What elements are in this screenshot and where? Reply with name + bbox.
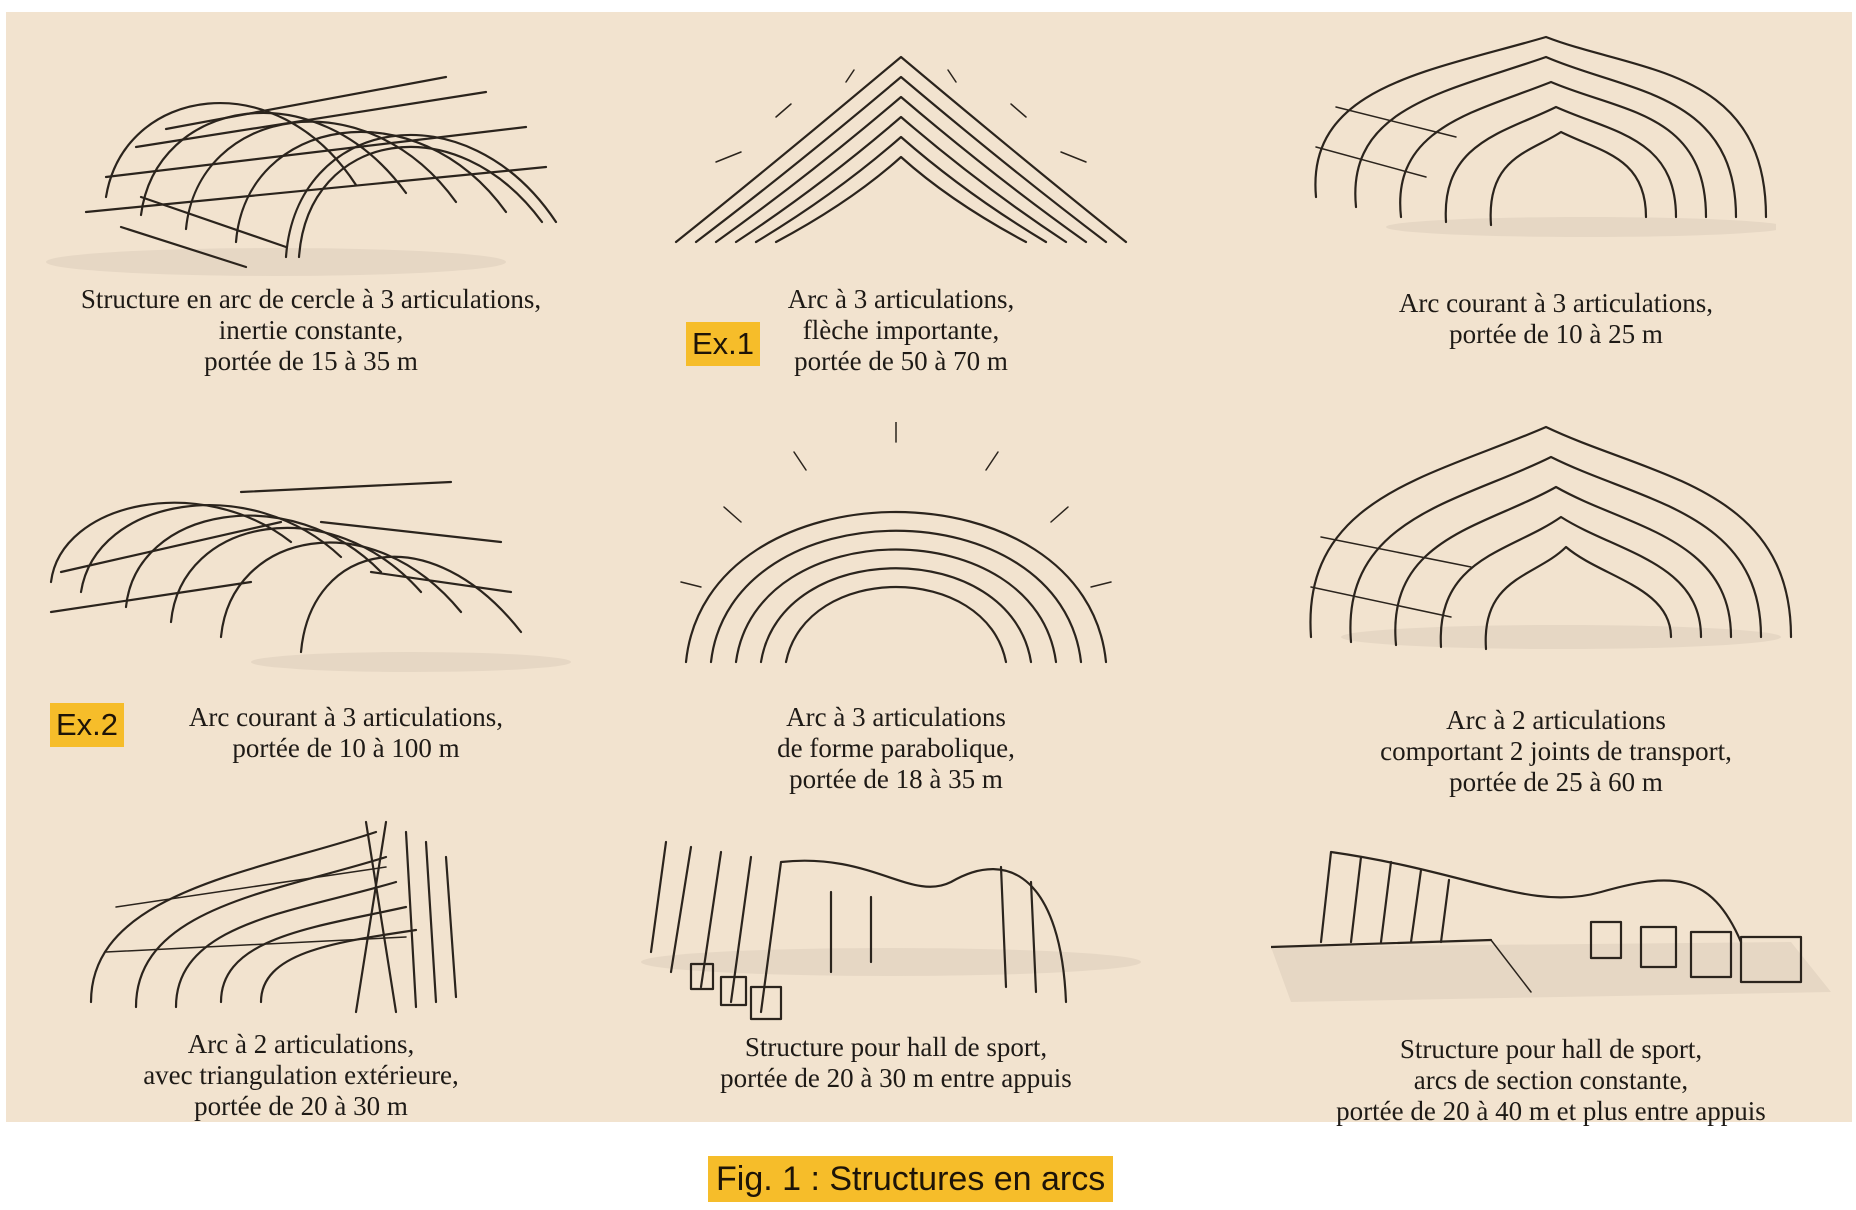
caption-9: Structure pour hall de sport, arcs de se…: [1301, 1034, 1801, 1127]
caption-5: Arc à 3 articulations de forme paraboliq…: [656, 702, 1136, 795]
caption-line: flèche importante,: [802, 315, 1000, 345]
caption-line: portée de 25 à 60 m: [1449, 767, 1663, 797]
caption-line: portée de 10 à 25 m: [1449, 319, 1663, 349]
caption-line: Arc courant à 3 articulations,: [188, 702, 504, 732]
transport-joint-arch-drawing-icon: [1301, 417, 1801, 657]
caption-line: Arc courant à 3 articulations,: [1398, 288, 1714, 318]
caption-2: Arc à 3 articulations, flèche importante…: [656, 284, 1146, 377]
circular-arch-drawing-icon: [46, 47, 586, 282]
triangulated-arch-drawing-icon: [76, 812, 516, 1022]
caption-7: Arc à 2 articulations, avec triangulatio…: [76, 1029, 526, 1122]
caption-line: portée de 50 à 70 m: [794, 346, 1008, 376]
caption-line: Structure pour hall de sport,: [1399, 1034, 1703, 1064]
caption-line: Structure en arc de cercle à 3 articulat…: [80, 284, 542, 314]
caption-line: portée de 20 à 30 m entre appuis: [720, 1063, 1072, 1093]
caption-3: Arc courant à 3 articulations, portée de…: [1296, 288, 1816, 350]
caption-line: portée de 15 à 35 m: [204, 346, 418, 376]
caption-line: Arc à 2 articulations,: [187, 1029, 415, 1059]
figure-caption: Fig. 1 : Structures en arcs: [708, 1156, 1114, 1202]
caption-line: Arc à 2 articulations: [1446, 705, 1666, 735]
caption-1: Structure en arc de cercle à 3 articulat…: [41, 284, 581, 377]
ogee-arch-drawing-icon: [1306, 27, 1776, 242]
caption-line: comportant 2 joints de transport,: [1380, 736, 1732, 766]
caption-line: portée de 10 à 100 m: [232, 733, 460, 763]
caption-6: Arc à 2 articulations comportant 2 joint…: [1296, 705, 1816, 798]
sport-hall-arch-drawing-icon: [631, 822, 1151, 1022]
figure-panel: Structure en arc de cercle à 3 articulat…: [6, 12, 1852, 1126]
example-2-tag: Ex.2: [50, 703, 125, 747]
caption-line: Structure pour hall de sport,: [744, 1032, 1048, 1062]
caption-line: inertie constante,: [218, 315, 404, 345]
caption-line: portée de 20 à 40 m et plus entre appuis: [1336, 1096, 1766, 1126]
caption-line: de forme parabolique,: [777, 733, 1015, 763]
constant-section-arches-drawing-icon: [1271, 832, 1831, 1012]
caption-line: Arc à 3 articulations,: [787, 284, 1015, 314]
caption-line: arcs de section constante,: [1413, 1065, 1689, 1095]
caption-line: Arc à 3 articulations: [786, 702, 1006, 732]
barrel-arch-drawing-icon: [41, 462, 581, 682]
caption-4: Arc courant à 3 articulations, portée de…: [136, 702, 556, 764]
parabolic-arch-drawing-icon: [666, 422, 1126, 672]
caption-line: portée de 20 à 30 m: [194, 1091, 408, 1121]
caption-line: avec triangulation extérieure,: [143, 1060, 459, 1090]
caption-line: portée de 18 à 35 m: [789, 764, 1003, 794]
example-1-tag: Ex.1: [686, 322, 761, 366]
caption-8: Structure pour hall de sport, portée de …: [636, 1032, 1156, 1094]
pointed-arch-drawing-icon: [656, 42, 1146, 257]
